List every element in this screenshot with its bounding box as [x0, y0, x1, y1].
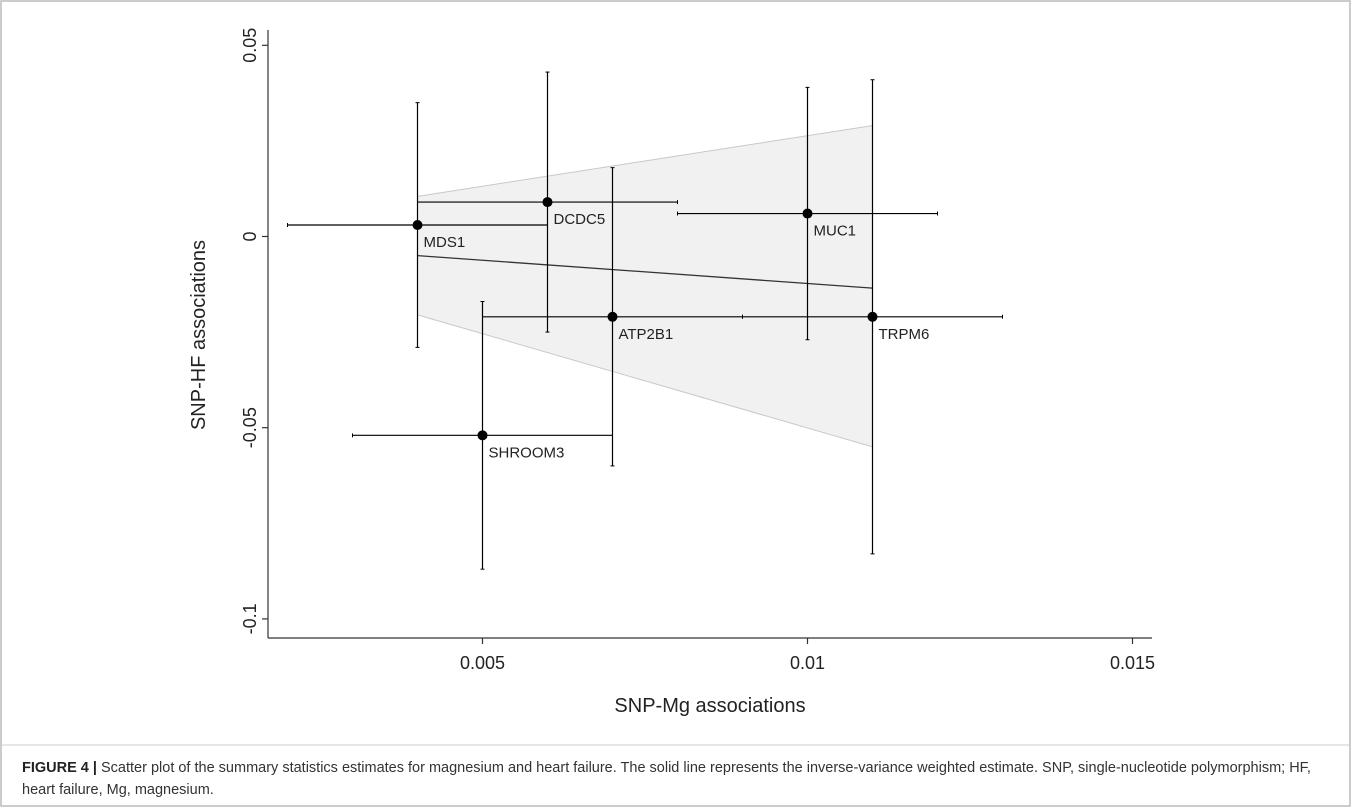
y-tick-label: 0.05	[240, 28, 260, 63]
point-label: TRPM6	[879, 326, 930, 343]
point	[867, 311, 878, 322]
y-tick-label: -0.05	[240, 407, 260, 448]
y-tick-label: -0.1	[240, 603, 260, 634]
caption-label: FIGURE 4 |	[22, 760, 97, 776]
confidence-band	[417, 125, 873, 448]
point	[542, 197, 553, 208]
point-label: SHROOM3	[489, 444, 565, 461]
ivw-line	[417, 254, 873, 289]
point	[802, 208, 813, 219]
x-tick-label: 0.005	[460, 653, 505, 673]
y-axis-label: SNP-HF associations	[188, 240, 210, 430]
x-axis-label: SNP-Mg associations	[614, 695, 805, 717]
point	[477, 430, 488, 441]
point	[412, 220, 423, 231]
y-tick-label: 0	[240, 231, 260, 241]
x-tick-label: 0.01	[790, 653, 825, 673]
point	[607, 311, 618, 322]
x-tick-label: 0.015	[1110, 653, 1155, 673]
point-label: MUC1	[814, 223, 857, 240]
caption: FIGURE 4 | Scatter plot of the summary s…	[22, 757, 1332, 801]
point-label: ATP2B1	[619, 326, 674, 343]
caption-text: Scatter plot of the summary statistics e…	[22, 760, 1311, 798]
point-label: MDS1	[424, 234, 466, 251]
point-label: DCDC5	[554, 211, 606, 228]
